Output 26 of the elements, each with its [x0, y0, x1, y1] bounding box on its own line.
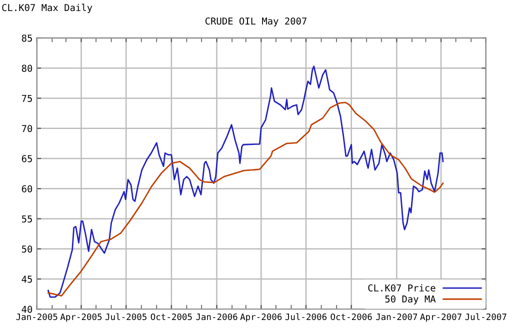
y-tick-label: 85 [22, 34, 32, 42]
x-tick-label: Apr-2006 [240, 313, 282, 322]
x-tick-label: Oct-2005 [150, 313, 192, 320]
y-tick-label: 55 [22, 215, 32, 222]
chart-title: CRUDE OIL May 2007 [205, 17, 306, 26]
x-tick-label: Jul-2006 [285, 313, 326, 320]
legend-label: 50 Day MA [385, 295, 436, 304]
x-tick-label: Apr-2005 [60, 313, 102, 322]
line-series [48, 102, 444, 297]
y-tick-label: 65 [22, 155, 32, 162]
chart-subtitle: CL.K07 Max Daily [2, 4, 92, 13]
y-tick-label: 60 [22, 185, 32, 192]
y-tick-label: 45 [22, 276, 32, 283]
y-tick-label: 50 [22, 245, 32, 253]
x-tick-label: Jan-2007 [376, 313, 418, 320]
x-tick-label: Oct-2006 [330, 313, 372, 320]
x-tick-label: Jan-2006 [196, 313, 238, 320]
y-tick-label: 80 [22, 64, 32, 72]
y-tick-label: 75 [22, 94, 32, 102]
legend-label: CL.K07 Price [368, 284, 436, 292]
x-tick-label: Apr-2007 [420, 313, 462, 322]
x-tick-label: Jul-2007 [465, 313, 506, 320]
y-tick-label: 70 [22, 124, 32, 132]
y-tick-label: 40 [22, 306, 32, 313]
x-tick-label: Jan-2005 [16, 313, 58, 320]
x-tick-label: Jul-2005 [105, 313, 146, 320]
